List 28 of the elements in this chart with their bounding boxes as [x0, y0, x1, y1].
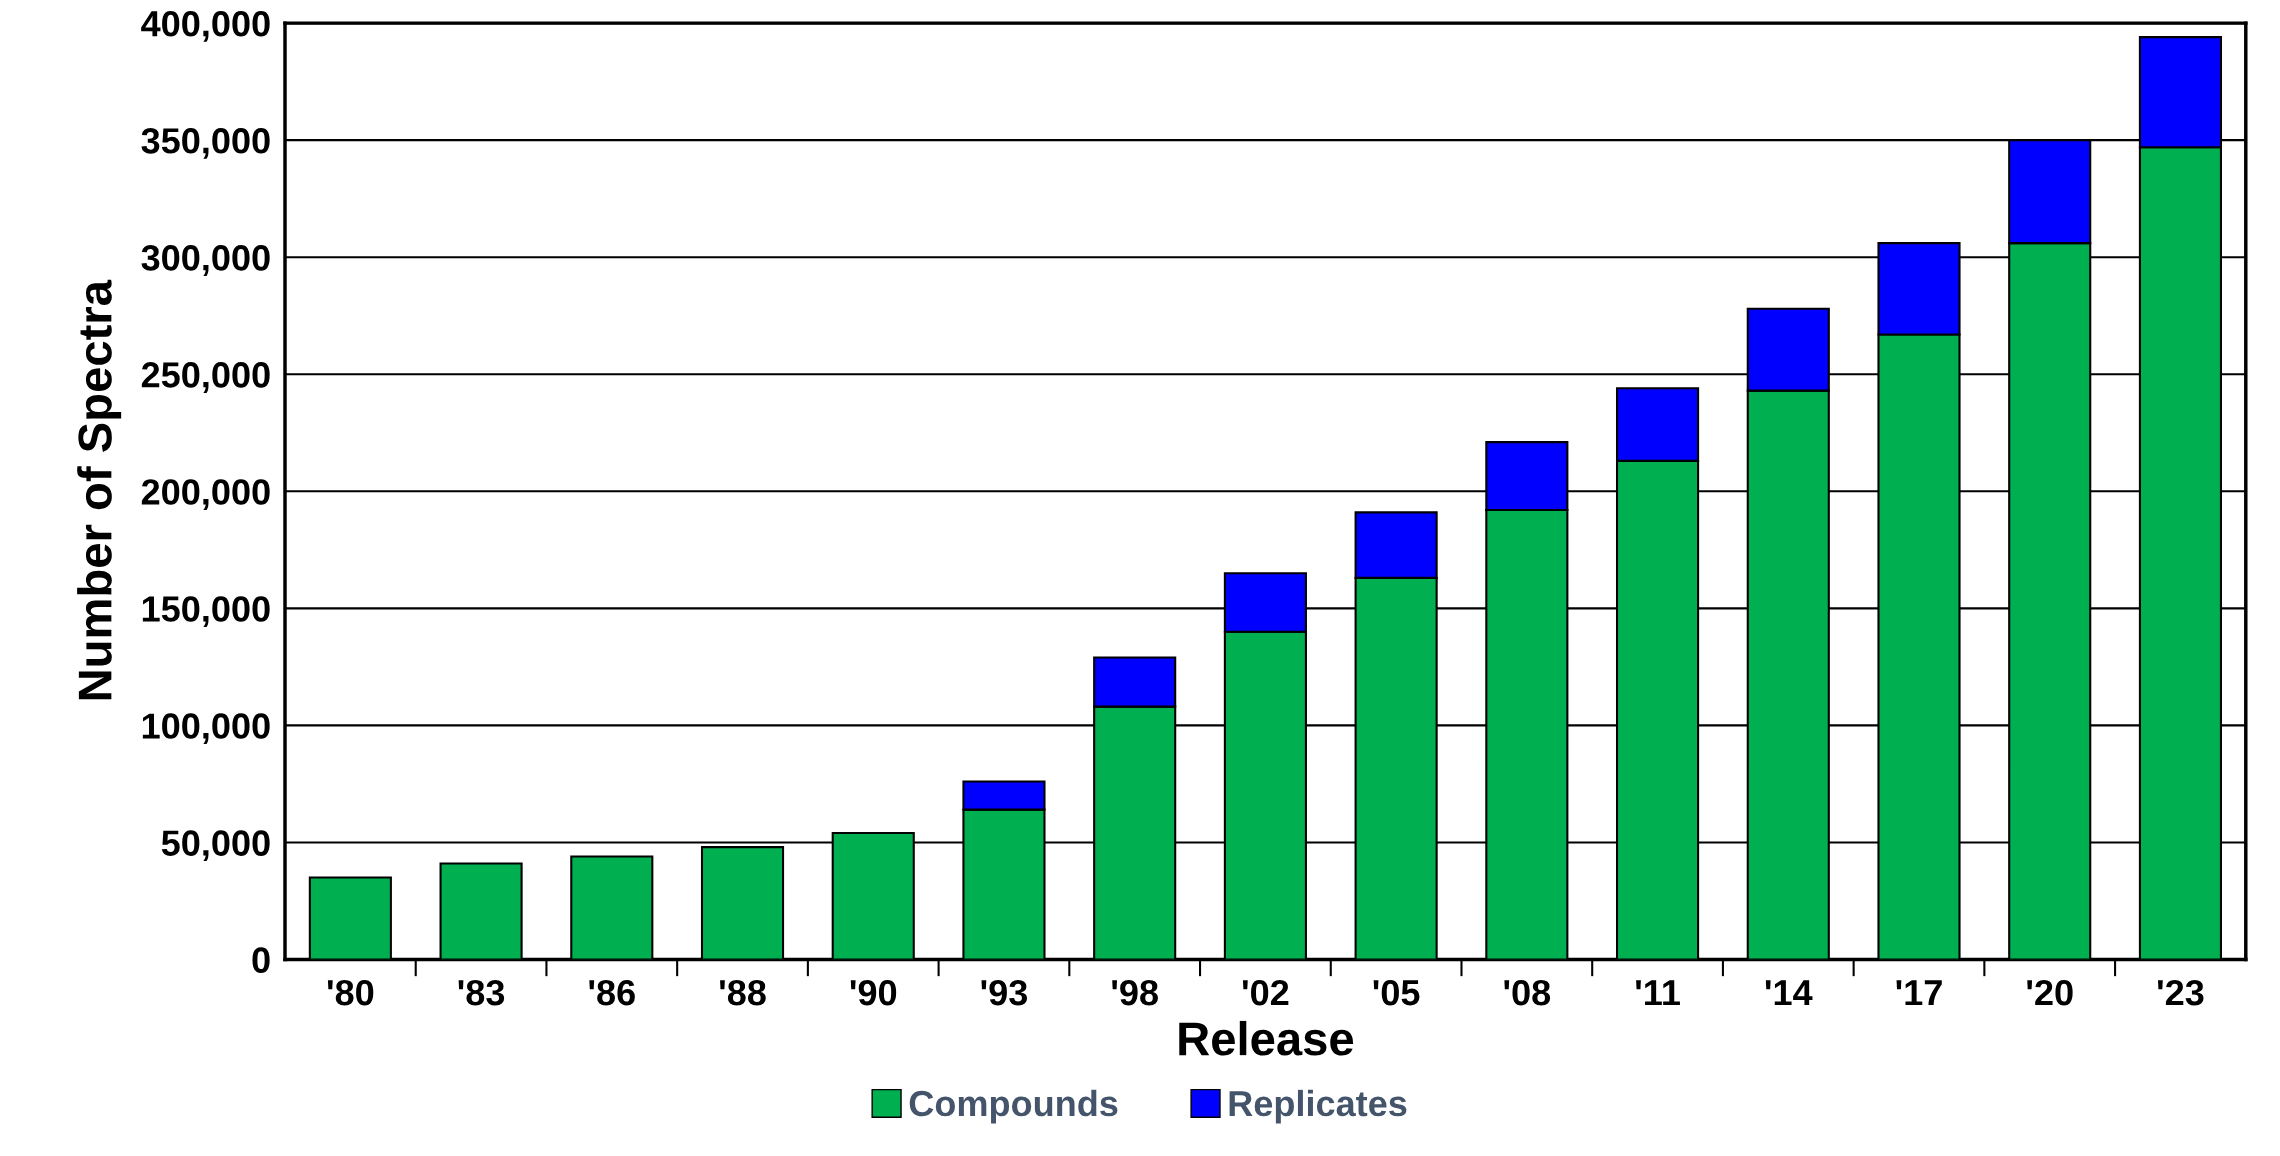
x-tick-label: '93	[981, 979, 1028, 1006]
x-tick-label: '98	[1112, 979, 1158, 1006]
x-tick-label: '83	[458, 979, 505, 1006]
x-tick-label: '05	[1373, 979, 1420, 1006]
y-tick-label: 50,000	[161, 830, 270, 862]
x-tick-label: '08	[1504, 979, 1551, 1006]
x-tick-label: '02	[1242, 979, 1289, 1006]
y-tick-label: 0	[252, 947, 270, 973]
x-tick-label: '86	[589, 979, 635, 1006]
y-tick-label: 200,000	[141, 479, 270, 510]
x-tick-label: '17	[1896, 980, 1942, 1006]
x-tick-label: '11	[1636, 980, 1680, 1006]
x-tick-label: '20	[2027, 979, 2073, 1006]
y-tick-label: 350,000	[141, 128, 270, 159]
x-tick-label: '23	[2157, 979, 2204, 1006]
x-tick-label: '88	[720, 979, 766, 1006]
x-tick-label: '90	[850, 979, 897, 1006]
y-tick-label: 400,000	[141, 10, 270, 42]
y-tick-label: 300,000	[141, 245, 270, 276]
y-tick-label: 100,000	[142, 713, 270, 745]
y-tick-label: 250,000	[141, 362, 270, 393]
legend-label: Replicates	[1229, 1089, 1407, 1124]
x-tick-label: '80	[327, 979, 374, 1006]
x-tick-label: '14	[1765, 980, 1813, 1006]
x-axis-title: Release	[1179, 1020, 1354, 1056]
y-tick-label: 150,000	[142, 596, 270, 628]
y-axis-title: Number of Spectra	[77, 279, 122, 700]
legend-label: Compounds	[909, 1089, 1118, 1124]
